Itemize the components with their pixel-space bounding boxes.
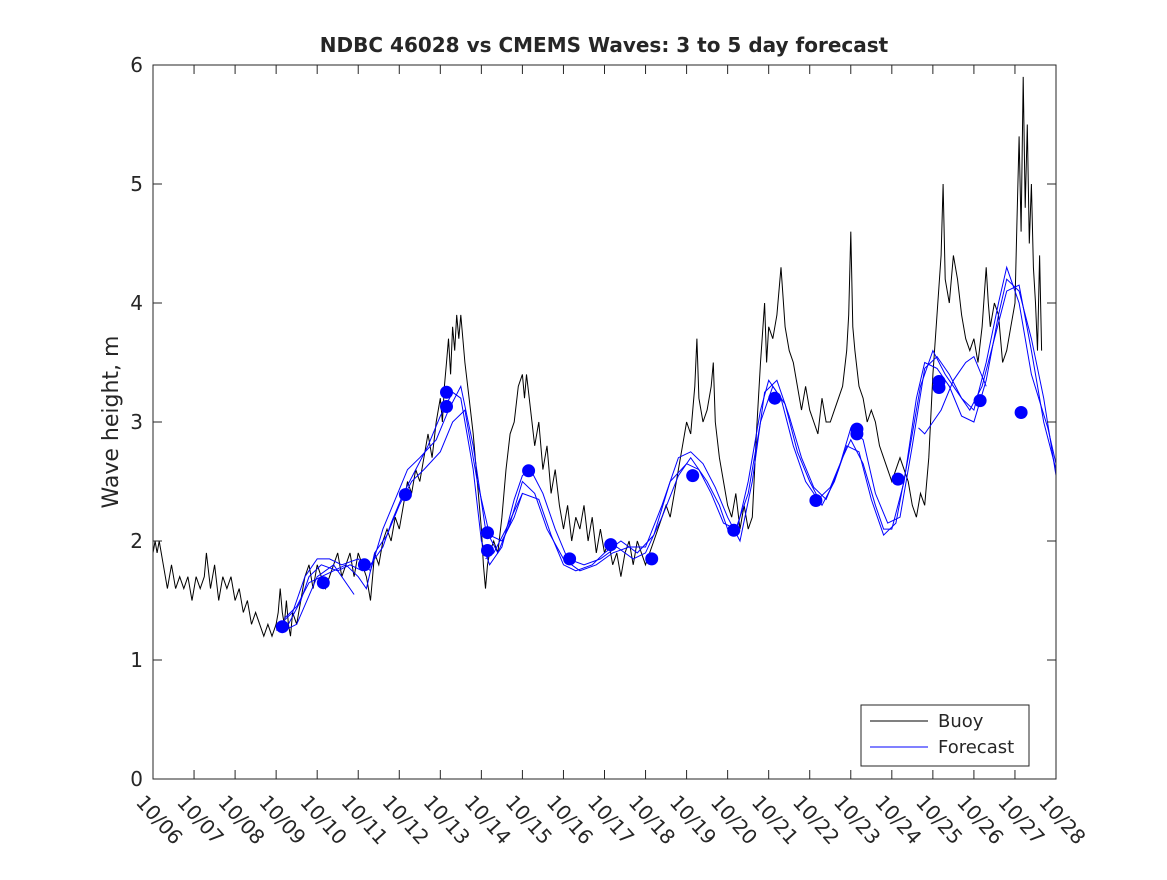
forecast-marker <box>768 391 782 405</box>
y-axis-label: Wave height, m <box>99 336 124 509</box>
forecast-marker <box>316 576 330 590</box>
forecast-line-6 <box>918 355 987 435</box>
forecast-marker <box>522 464 536 478</box>
forecast-marker <box>275 620 289 634</box>
forecast-marker <box>1014 406 1028 419</box>
legend-buoy-label: Buoy <box>938 711 984 732</box>
legend-box <box>860 704 1030 767</box>
y-tick-label: 2 <box>130 529 143 553</box>
chart-title: NDBC 46028 vs CMEMS Waves: 3 to 5 day fo… <box>320 33 889 57</box>
y-tick-label: 1 <box>130 648 143 672</box>
forecast-marker <box>481 544 494 557</box>
forecast-marker <box>932 381 946 394</box>
forecast-marker <box>850 427 864 441</box>
forecast-line-4 <box>284 564 355 631</box>
forecast-marker <box>645 552 659 566</box>
forecast-marker <box>973 394 987 408</box>
plot-area <box>153 65 1056 779</box>
forecast-line-2 <box>279 265 1057 625</box>
forecast-marker <box>727 523 741 537</box>
y-tick-label: 0 <box>130 767 143 791</box>
forecast-marker <box>686 469 700 483</box>
forecast-marker <box>809 494 823 507</box>
y-tick-label: 6 <box>130 53 143 77</box>
forecast-marker <box>440 385 453 399</box>
y-tick-label: 5 <box>130 172 143 196</box>
forecast-marker <box>891 472 905 486</box>
forecast-marker <box>563 552 577 566</box>
forecast-marker <box>440 400 453 413</box>
forecast-marker <box>398 488 412 502</box>
data-layer <box>152 76 1057 638</box>
forecast-marker <box>357 558 371 572</box>
forecast-marker <box>481 526 494 540</box>
legend: Buoy Forecast <box>860 704 1030 767</box>
y-tick-label: 3 <box>130 410 143 434</box>
forecast-marker <box>604 538 618 552</box>
y-tick-label: 4 <box>130 291 143 315</box>
legend-forecast-label: Forecast <box>938 737 1014 758</box>
forecast-line-3 <box>283 284 1057 619</box>
